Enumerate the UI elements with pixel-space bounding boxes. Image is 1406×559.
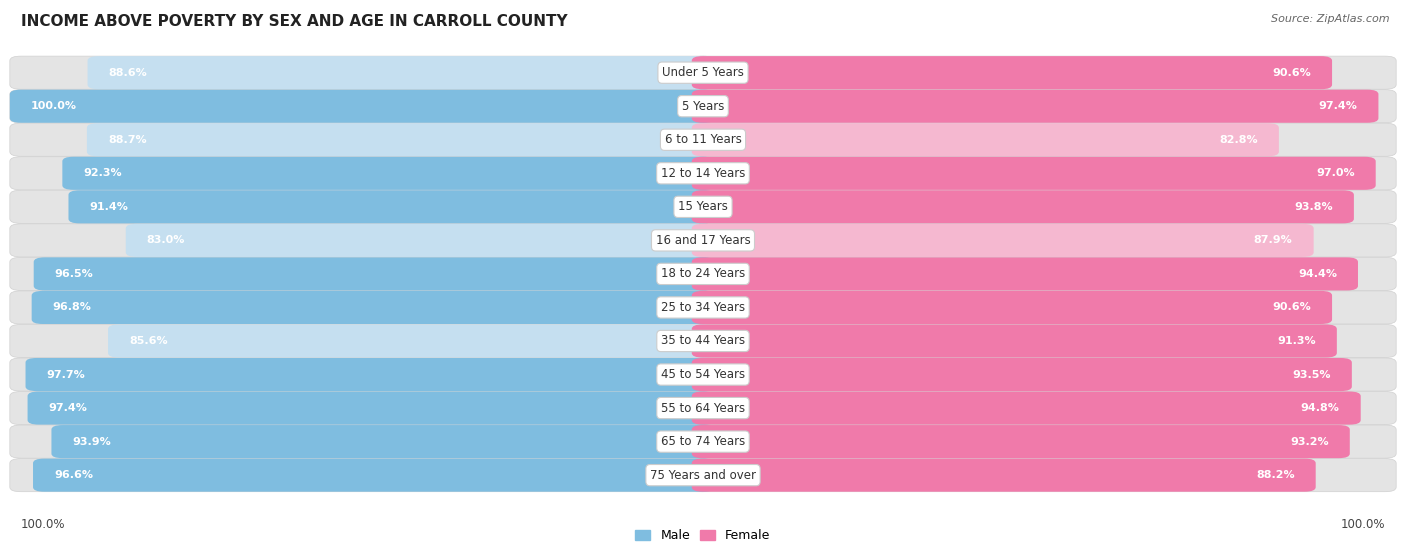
FancyBboxPatch shape <box>28 391 714 425</box>
FancyBboxPatch shape <box>692 190 1396 224</box>
FancyBboxPatch shape <box>25 358 714 391</box>
Text: 97.4%: 97.4% <box>49 403 87 413</box>
Text: 93.5%: 93.5% <box>1292 369 1330 380</box>
FancyBboxPatch shape <box>10 56 714 89</box>
Text: 91.3%: 91.3% <box>1277 336 1316 346</box>
Text: 97.4%: 97.4% <box>1319 101 1357 111</box>
Text: 75 Years and over: 75 Years and over <box>650 468 756 482</box>
FancyBboxPatch shape <box>692 257 1396 291</box>
Text: 94.8%: 94.8% <box>1301 403 1340 413</box>
FancyBboxPatch shape <box>10 89 714 123</box>
Text: 87.9%: 87.9% <box>1254 235 1292 245</box>
FancyBboxPatch shape <box>692 291 1396 324</box>
FancyBboxPatch shape <box>10 391 714 425</box>
Text: 18 to 24 Years: 18 to 24 Years <box>661 267 745 281</box>
FancyBboxPatch shape <box>10 89 714 123</box>
Text: INCOME ABOVE POVERTY BY SEX AND AGE IN CARROLL COUNTY: INCOME ABOVE POVERTY BY SEX AND AGE IN C… <box>21 14 568 29</box>
FancyBboxPatch shape <box>692 425 1350 458</box>
Text: 88.6%: 88.6% <box>108 68 148 78</box>
Text: 96.8%: 96.8% <box>53 302 91 312</box>
FancyBboxPatch shape <box>10 324 714 358</box>
Text: 97.0%: 97.0% <box>1316 168 1354 178</box>
FancyBboxPatch shape <box>692 425 1396 458</box>
FancyBboxPatch shape <box>692 56 1331 89</box>
FancyBboxPatch shape <box>692 56 1396 89</box>
FancyBboxPatch shape <box>692 123 1396 157</box>
Text: 90.6%: 90.6% <box>1272 302 1310 312</box>
Text: 93.2%: 93.2% <box>1291 437 1329 447</box>
FancyBboxPatch shape <box>692 157 1396 190</box>
Text: 100.0%: 100.0% <box>21 518 66 531</box>
Text: 82.8%: 82.8% <box>1219 135 1258 145</box>
FancyBboxPatch shape <box>692 391 1396 425</box>
Text: Source: ZipAtlas.com: Source: ZipAtlas.com <box>1271 14 1389 24</box>
FancyBboxPatch shape <box>62 157 714 190</box>
Text: 96.6%: 96.6% <box>53 470 93 480</box>
Text: 12 to 14 Years: 12 to 14 Years <box>661 167 745 180</box>
Text: 88.2%: 88.2% <box>1256 470 1295 480</box>
FancyBboxPatch shape <box>692 391 1361 425</box>
Text: 100.0%: 100.0% <box>31 101 77 111</box>
FancyBboxPatch shape <box>10 123 714 157</box>
FancyBboxPatch shape <box>692 190 1354 224</box>
Text: 5 Years: 5 Years <box>682 100 724 113</box>
Text: 88.7%: 88.7% <box>108 135 146 145</box>
Text: 35 to 44 Years: 35 to 44 Years <box>661 334 745 348</box>
Text: 97.7%: 97.7% <box>46 369 86 380</box>
Text: 96.5%: 96.5% <box>55 269 94 279</box>
FancyBboxPatch shape <box>10 291 714 324</box>
FancyBboxPatch shape <box>10 358 714 391</box>
Text: 45 to 54 Years: 45 to 54 Years <box>661 368 745 381</box>
FancyBboxPatch shape <box>692 458 1396 492</box>
Text: 100.0%: 100.0% <box>1340 518 1385 531</box>
FancyBboxPatch shape <box>692 224 1313 257</box>
Text: 6 to 11 Years: 6 to 11 Years <box>665 133 741 146</box>
FancyBboxPatch shape <box>125 224 714 257</box>
Text: 25 to 34 Years: 25 to 34 Years <box>661 301 745 314</box>
FancyBboxPatch shape <box>692 123 1279 157</box>
FancyBboxPatch shape <box>32 458 714 492</box>
FancyBboxPatch shape <box>692 291 1331 324</box>
FancyBboxPatch shape <box>692 157 1375 190</box>
Text: 90.6%: 90.6% <box>1272 68 1310 78</box>
FancyBboxPatch shape <box>87 56 714 89</box>
Text: 91.4%: 91.4% <box>90 202 128 212</box>
FancyBboxPatch shape <box>692 358 1351 391</box>
FancyBboxPatch shape <box>692 358 1396 391</box>
Text: 94.4%: 94.4% <box>1298 269 1337 279</box>
FancyBboxPatch shape <box>692 458 1316 492</box>
Text: 65 to 74 Years: 65 to 74 Years <box>661 435 745 448</box>
FancyBboxPatch shape <box>52 425 714 458</box>
FancyBboxPatch shape <box>10 458 714 492</box>
Text: 83.0%: 83.0% <box>146 235 186 245</box>
Text: 16 and 17 Years: 16 and 17 Years <box>655 234 751 247</box>
FancyBboxPatch shape <box>69 190 714 224</box>
Text: 15 Years: 15 Years <box>678 200 728 214</box>
FancyBboxPatch shape <box>692 224 1396 257</box>
Text: 55 to 64 Years: 55 to 64 Years <box>661 401 745 415</box>
FancyBboxPatch shape <box>34 257 714 291</box>
FancyBboxPatch shape <box>10 425 714 458</box>
FancyBboxPatch shape <box>10 190 714 224</box>
FancyBboxPatch shape <box>108 324 714 358</box>
Text: Under 5 Years: Under 5 Years <box>662 66 744 79</box>
Text: 92.3%: 92.3% <box>83 168 122 178</box>
FancyBboxPatch shape <box>10 157 714 190</box>
FancyBboxPatch shape <box>32 291 714 324</box>
FancyBboxPatch shape <box>692 89 1378 123</box>
FancyBboxPatch shape <box>10 257 714 291</box>
Legend: Male, Female: Male, Female <box>630 524 776 547</box>
FancyBboxPatch shape <box>692 257 1358 291</box>
FancyBboxPatch shape <box>10 224 714 257</box>
Text: 93.9%: 93.9% <box>73 437 111 447</box>
FancyBboxPatch shape <box>692 324 1337 358</box>
FancyBboxPatch shape <box>87 123 714 157</box>
Text: 85.6%: 85.6% <box>129 336 167 346</box>
Text: 93.8%: 93.8% <box>1294 202 1333 212</box>
FancyBboxPatch shape <box>692 89 1396 123</box>
FancyBboxPatch shape <box>692 324 1396 358</box>
